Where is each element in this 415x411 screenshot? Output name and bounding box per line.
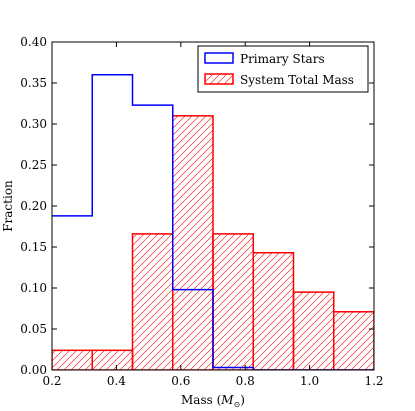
bar-system-total-mass	[91, 349, 134, 370]
x-tick-label: 0.4	[107, 374, 126, 388]
x-tick-label: 1.2	[364, 374, 383, 388]
y-tick-label: 0.25	[20, 158, 47, 172]
x-axis-label-subscript: ⊙	[234, 400, 241, 409]
x-tick-label: 0.2	[42, 374, 61, 388]
bar-system-total-mass	[52, 349, 93, 370]
bar-system-total-mass	[292, 291, 335, 370]
y-tick-label: 0.15	[20, 240, 47, 254]
legend-label-system: System Total Mass	[240, 73, 354, 87]
x-tick-label: 0.6	[171, 374, 190, 388]
y-tick-label: 0.35	[20, 76, 47, 90]
x-tick-label: 0.8	[236, 374, 255, 388]
axis-ticks: 0.2 0.4 0.6 0.8 1.0 1.2 0.00 0.05 0.10 0.15 0.20 0.…	[20, 35, 383, 388]
bar-system-total-mass	[172, 115, 214, 370]
bar-system-total-mass	[333, 311, 374, 370]
y-tick-label: 0.30	[20, 117, 47, 131]
x-axis-label-symbol: M	[220, 393, 234, 407]
legend-swatch-system	[204, 73, 234, 85]
x-axis-label-close: )	[240, 393, 245, 407]
y-tick-label: 0.00	[20, 363, 47, 377]
bar-system-total-mass	[131, 233, 174, 370]
y-tick-label: 0.20	[20, 199, 47, 213]
y-tick-label: 0.05	[20, 322, 47, 336]
x-axis-label: Mass (M⊙)	[181, 393, 245, 409]
y-tick-label: 0.10	[20, 281, 47, 295]
plot-area	[52, 74, 374, 370]
x-tick-label: 1.0	[300, 374, 319, 388]
legend-label-primary: Primary Stars	[240, 52, 325, 66]
y-axis-label: Fraction	[1, 180, 15, 232]
legend-swatch-primary	[204, 52, 234, 64]
x-axis-label-text: Mass (	[181, 393, 221, 407]
bar-system-total-mass	[212, 233, 254, 370]
step-primary-stars	[52, 74, 374, 370]
legend: Primary Stars System Total Mass	[197, 45, 369, 93]
y-tick-label: 0.40	[20, 35, 47, 49]
bar-system-total-mass	[252, 251, 295, 370]
